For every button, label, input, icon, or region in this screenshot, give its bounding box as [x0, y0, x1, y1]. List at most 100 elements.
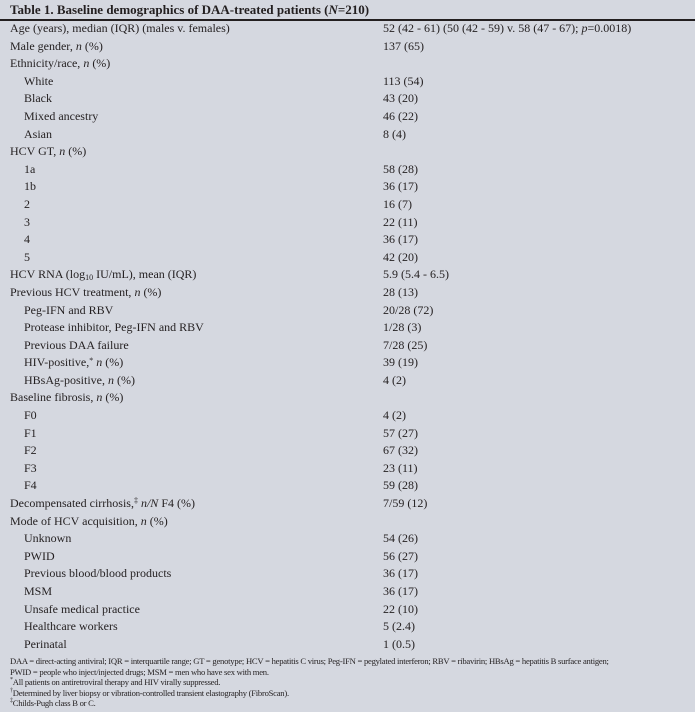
- row-value: 4 (2): [383, 372, 406, 390]
- text-segment: n: [108, 372, 114, 387]
- text-segment: (%): [146, 513, 168, 528]
- text-segment: 28 (13): [383, 284, 418, 299]
- footnote-3: ‡Childs-Pugh class B or C.: [10, 698, 692, 709]
- text-segment: PWID: [24, 548, 55, 563]
- text-segment: *: [89, 355, 94, 365]
- table-row: MSM 36 (17): [0, 583, 695, 601]
- row-label: Previous blood/blood products: [24, 565, 171, 583]
- table-row: Peg-IFN and RBV 20/28 (72): [0, 302, 695, 320]
- text-segment: Male gender,: [10, 38, 76, 53]
- title-n: N: [328, 2, 338, 17]
- table-row: Ethnicity/race, n (%): [0, 55, 695, 73]
- row-label: HIV-positive,* n (%): [24, 354, 123, 372]
- text-segment: 1/28 (3): [383, 320, 422, 335]
- text-segment: 1b: [24, 179, 36, 194]
- text-segment: 4 (2): [383, 408, 406, 423]
- text-segment: Unknown: [24, 531, 72, 546]
- text-segment: 5 (2.4): [383, 619, 415, 634]
- text-segment: (%): [114, 372, 135, 387]
- text-segment: IU/mL), mean (IQR): [93, 267, 197, 282]
- row-value: 57 (27): [383, 425, 418, 443]
- row-label: Male gender, n (%): [10, 38, 103, 56]
- table-row: 4 36 (17): [0, 231, 695, 249]
- table-row: Healthcare workers 5 (2.4): [0, 618, 695, 636]
- text-segment: (%): [81, 38, 103, 53]
- text-segment: Previous HCV treatment,: [10, 284, 135, 299]
- row-value: 8 (4): [383, 126, 406, 144]
- row-label: 1b: [24, 178, 36, 196]
- text-segment: 4 (2): [383, 372, 406, 387]
- footnote-2: †Determined by liver biopsy or vibration…: [10, 688, 692, 699]
- table-row: HCV RNA (log10 IU/mL), mean (IQR) 5.9 (5.…: [0, 266, 695, 284]
- table-row: F2 67 (32): [0, 442, 695, 460]
- table-title: Table 1. Baseline demographics of DAA-tr…: [10, 2, 369, 18]
- text-segment: HCV GT,: [10, 144, 60, 159]
- row-label: Asian: [24, 126, 52, 144]
- text-segment: 57 (27): [383, 425, 418, 440]
- row-label: White: [24, 73, 53, 91]
- row-value: 22 (10): [383, 601, 418, 619]
- text-segment: 36 (17): [383, 566, 418, 581]
- table-row: Previous DAA failure 7/28 (25): [0, 337, 695, 355]
- row-value: 113 (54): [383, 73, 424, 91]
- text-segment: 43 (20): [383, 91, 418, 106]
- text-segment: 5: [24, 249, 30, 264]
- row-value: 56 (27): [383, 548, 418, 566]
- text-segment: (%): [102, 355, 124, 370]
- table-row: Perinatal 1 (0.5): [0, 636, 695, 654]
- row-label: 1a: [24, 161, 35, 179]
- row-label: HCV RNA (log10 IU/mL), mean (IQR): [10, 266, 196, 284]
- text-segment: n/N: [140, 496, 159, 511]
- table-body: Age (years), median (IQR) (males v. fema…: [0, 20, 695, 653]
- row-value: 16 (7): [383, 196, 412, 214]
- row-value: 36 (17): [383, 583, 418, 601]
- row-value: 46 (22): [383, 108, 418, 126]
- table-row: F1 57 (27): [0, 425, 695, 443]
- text-segment: =0.0018): [587, 21, 632, 35]
- row-label: Unsafe medical practice: [24, 601, 140, 619]
- table-row: Age (years), median (IQR) (males v. fema…: [0, 20, 695, 38]
- table-row: Black 43 (20): [0, 90, 695, 108]
- row-value: 59 (28): [383, 477, 418, 495]
- text-segment: F4: [24, 478, 37, 493]
- row-value: 67 (32): [383, 442, 418, 460]
- row-value: 7/59 (12): [383, 495, 427, 513]
- footnote-text: All patients on antiretroviral therapy a…: [12, 677, 221, 687]
- text-segment: 16 (7): [383, 196, 412, 211]
- row-value: 23 (11): [383, 460, 418, 478]
- table-row: 3 22 (11): [0, 214, 695, 232]
- text-segment: 42 (20): [383, 249, 418, 264]
- text-segment: Previous DAA failure: [24, 337, 129, 352]
- row-label: MSM: [24, 583, 52, 601]
- text-segment: n: [140, 513, 147, 528]
- text-segment: 1 (0.5): [383, 636, 415, 651]
- row-label: Previous HCV treatment, n (%): [10, 284, 161, 302]
- text-segment: 22 (11): [383, 214, 418, 229]
- footnote-text: Determined by liver biopsy or vibration-…: [12, 687, 289, 698]
- text-segment: Ethnicity/race,: [10, 56, 84, 71]
- row-value: 22 (11): [383, 214, 418, 232]
- row-label: 3: [24, 214, 30, 232]
- footnote-text: Childs-Pugh class B or C.: [12, 698, 96, 708]
- table-row: HIV-positive,* n (%) 39 (19): [0, 354, 695, 372]
- footnote-1: *All patients on antiretroviral therapy …: [10, 677, 692, 688]
- row-label: HBsAg-positive, n (%): [24, 372, 135, 390]
- footnote-abbreviations-1: DAA = direct-acting antiviral; IQR = int…: [10, 656, 609, 666]
- table-row: 1a 58 (28): [0, 161, 695, 179]
- table-row: F4 59 (28): [0, 477, 695, 495]
- row-value: 36 (17): [383, 178, 418, 196]
- text-segment: 3: [24, 214, 30, 229]
- table-row: 2 16 (7): [0, 196, 695, 214]
- text-segment: 137 (65): [383, 38, 424, 53]
- table-row: Protease inhibitor, Peg-IFN and RBV 1/28 …: [0, 319, 695, 337]
- text-segment: 4: [24, 232, 30, 247]
- text-segment: MSM: [24, 584, 53, 598]
- text-segment: 46 (22): [383, 108, 418, 123]
- text-segment: White: [24, 73, 54, 88]
- text-segment: p: [581, 21, 588, 35]
- row-value: 1 (0.5): [383, 636, 415, 654]
- row-value: 4 (2): [383, 407, 406, 425]
- text-segment: Age (years), median (IQR) (males v. fema…: [10, 21, 230, 35]
- text-segment: F4 (%): [158, 496, 195, 511]
- footnote-mark: *: [10, 677, 13, 684]
